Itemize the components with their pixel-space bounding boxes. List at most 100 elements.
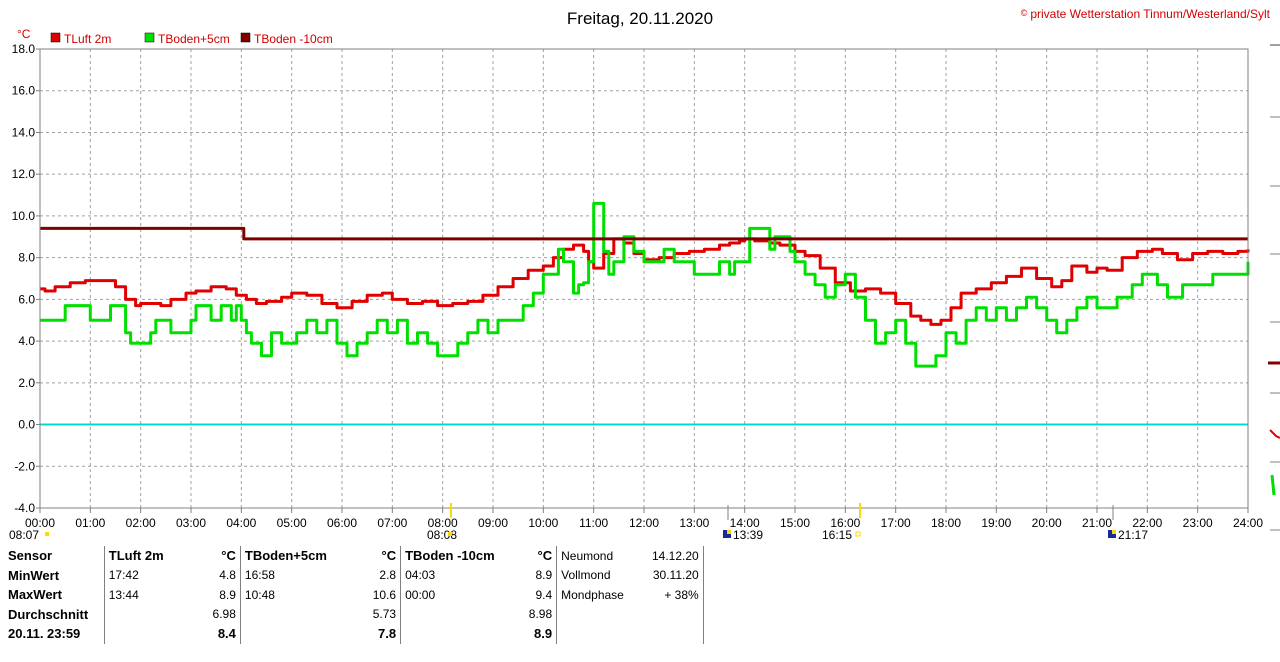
legend-label-0: TLuft 2m [64, 32, 111, 46]
tb5-header: TBoden+5cm [239, 546, 331, 566]
x-tick-label: 14:00 [730, 516, 760, 530]
y-axis-unit: °C [17, 27, 31, 41]
avg-label: Durchschnitt [8, 606, 89, 622]
vollmond-date: 30.11.20 [652, 568, 699, 583]
marker-sunrise: 08:08 [427, 528, 457, 542]
marker-moon-1: 13:39 [733, 528, 763, 542]
x-tick-label: 04:00 [226, 516, 256, 530]
x-tick-label: 00:00 [25, 516, 55, 530]
y-tick-label: 0.0 [18, 418, 35, 432]
mondphase-value: + 38% [664, 587, 699, 602]
x-tick-label: 13:00 [679, 516, 709, 530]
x-tick-label: 19:00 [981, 516, 1011, 530]
tb5-min-val: 2.8 [379, 568, 397, 583]
x-tick-label: 01:00 [75, 516, 105, 530]
x-tick-label: 03:00 [176, 516, 206, 530]
x-tick-label: 05:00 [277, 516, 307, 530]
y-tick-label: 14.0 [12, 125, 36, 139]
y-tick-label: 8.0 [18, 251, 35, 265]
x-tick-label: 21:00 [1082, 516, 1112, 530]
x-tick-label: 11:00 [579, 516, 608, 530]
x-tick-label: 15:00 [780, 516, 810, 530]
tb5-avg-val: 5.73 [372, 607, 397, 622]
stats-table: Sensor TLuft 2m °C TBoden+5cm °C TBoden … [4, 546, 1280, 644]
vollmond-label: Vollmond [556, 565, 635, 585]
y-tick-label: 6.0 [18, 292, 35, 306]
marker-time-left: 08:07 [9, 528, 39, 542]
plot-frame [39, 48, 1249, 509]
tb5-min-time: 16:58 [239, 565, 331, 585]
tluft-last-val: 8.4 [217, 626, 236, 642]
stats-spacer [702, 546, 1280, 566]
neumond-date: 14.12.20 [651, 548, 699, 563]
stats-last-row: 20.11. 23:59 8.4 7.8 8.9 [4, 624, 1280, 644]
min-label: MinWert [8, 567, 60, 583]
tluft-header: TLuft 2m [103, 546, 173, 566]
x-tick-label: 18:00 [931, 516, 961, 530]
legend-swatch-0 [50, 32, 61, 43]
tb5-max-time: 10:48 [239, 585, 331, 605]
grid [40, 49, 1248, 508]
sun-marker-left [45, 532, 49, 536]
x-tick-label: 12:00 [629, 516, 659, 530]
last-label: 20.11. 23:59 [8, 626, 81, 642]
stats-max-row: MaxWert 13:44 8.9 10:48 10.6 00:00 9.4 M… [4, 585, 1280, 605]
legend-swatch-1 [144, 32, 155, 43]
x-tick-label: 24:00 [1233, 516, 1263, 530]
tb10-max-val: 9.4 [535, 587, 553, 602]
mondphase-label: Mondphase [556, 585, 635, 605]
tb5-max-val: 10.6 [372, 587, 397, 602]
x-tick-label: 08:00 [428, 516, 458, 530]
tb10-min-val: 8.9 [535, 568, 553, 583]
chart-title: Freitag, 20.11.2020 [567, 9, 713, 28]
legend-label-2: TBoden -10cm [254, 32, 333, 46]
stats-header-row: Sensor TLuft 2m °C TBoden+5cm °C TBoden … [4, 546, 1280, 566]
time-markers: 08:07 08:08 13:39 16:15 21:17 [9, 503, 1148, 542]
chart: Freitag, 20.11.2020 © private Wetterstati… [9, 7, 1280, 542]
sensor-header: Sensor [8, 548, 53, 564]
moon-icon-2-dot [1112, 530, 1116, 534]
y-tick-label: 12.0 [12, 167, 36, 181]
moon-icon-1-dot [727, 530, 731, 534]
x-tick-label: 20:00 [1032, 516, 1062, 530]
series-line-2 [40, 226, 1248, 241]
x-tick-label: 09:00 [478, 516, 508, 530]
sun-marker-sunset [855, 531, 861, 537]
marker-moon-2: 21:17 [1118, 528, 1148, 542]
stats-avg-row: Durchschnitt 6.98 5.73 8.98 [4, 604, 1280, 624]
legend-label-1: TBoden+5cm [158, 32, 230, 46]
tb10-unit: °C [537, 548, 553, 564]
right-margin-ticks [1268, 44, 1280, 531]
y-tick-label: 10.0 [12, 209, 36, 223]
x-tick-label: 07:00 [377, 516, 407, 530]
y-axis: 18.0 16.0 14.0 12.0 10.0 8.0 6.0 4.0 2.0 0.0 -2.0 -… [12, 42, 40, 515]
y-tick-label: 16.0 [12, 84, 36, 98]
tluft-max-val: 8.9 [219, 587, 236, 602]
x-tick-label: 16:00 [830, 516, 860, 530]
tluft-avg-val: 6.98 [212, 607, 236, 622]
stats-min-row: MinWert 17:42 4.8 16:58 2.8 04:03 8.9 Vo… [4, 565, 1280, 585]
series-line-1 [40, 201, 1250, 368]
legend: TLuft 2m TBoden+5cm TBoden -10cm [50, 32, 333, 46]
y-tick-label: -2.0 [14, 459, 35, 473]
series-group [40, 201, 1250, 426]
tluft-min-time: 17:42 [103, 565, 173, 585]
tb10-max-time: 00:00 [400, 585, 499, 605]
tb5-last-val: 7.8 [378, 626, 397, 642]
tb10-last-val: 8.9 [534, 626, 553, 642]
tluft-unit: °C [221, 548, 236, 564]
tb5-unit: °C [381, 548, 397, 564]
y-tick-label: -4.0 [14, 501, 35, 515]
x-axis: 00:00 01:00 02:00 03:00 04:00 05:00 06:00 07:00… [25, 508, 1263, 530]
x-tick-label: 22:00 [1132, 516, 1162, 530]
x-tick-label: 02:00 [126, 516, 156, 530]
tb10-header: TBoden -10cm [400, 546, 499, 566]
y-tick-label: 4.0 [18, 334, 35, 348]
x-tick-label: 23:00 [1183, 516, 1213, 530]
copyright-notice: © private Wetterstation Tinnum/Westerland… [1021, 7, 1271, 21]
marker-sunset: 16:15 [822, 528, 852, 542]
max-label: MaxWert [8, 587, 62, 603]
tluft-min-val: 4.8 [219, 568, 236, 583]
sun-marker-sunrise [448, 532, 452, 536]
y-tick-label: 2.0 [18, 376, 35, 390]
